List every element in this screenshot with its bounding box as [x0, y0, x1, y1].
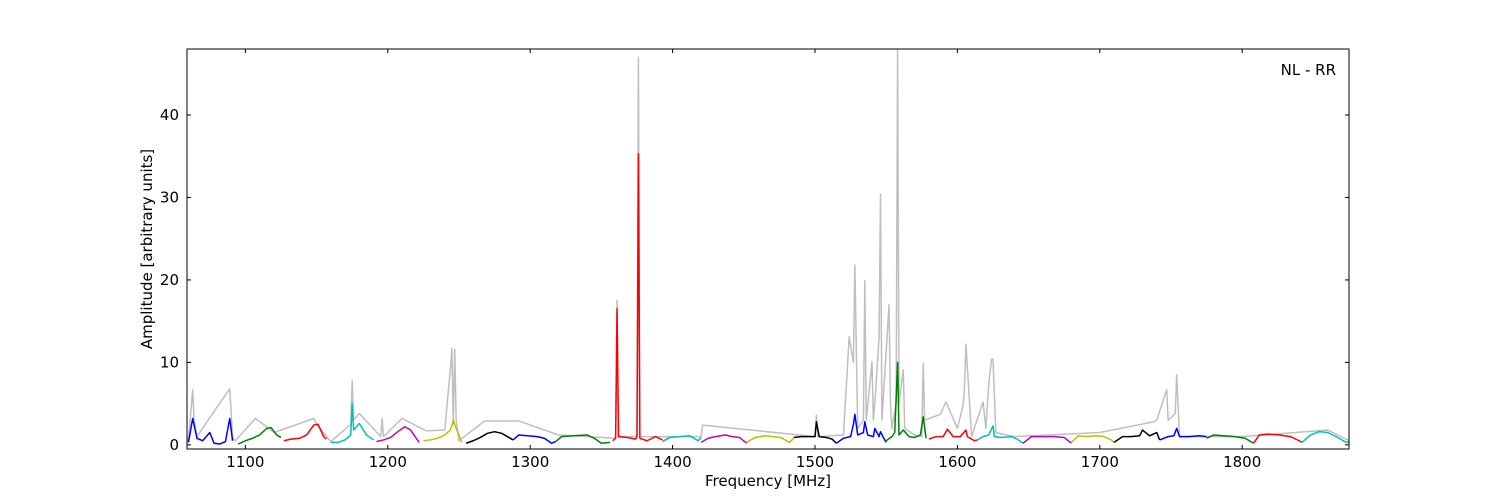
- plot-frame: [186, 48, 1350, 450]
- plot-area: [187, 49, 1349, 445]
- spectrum-line: [283, 423, 328, 442]
- spectrum-line: [1159, 427, 1207, 441]
- y-tick-label: 0: [169, 436, 179, 454]
- spectrum-line: [187, 49, 1349, 443]
- spectrum-line: [465, 430, 514, 444]
- x-tick-label: 1600: [938, 453, 976, 471]
- y-tick-label: 10: [160, 353, 179, 371]
- x-tick-label: 1800: [1223, 453, 1261, 471]
- spectrum-line: [700, 434, 748, 444]
- spectrum-line: [1022, 435, 1072, 444]
- spectrum-line: [423, 419, 463, 443]
- x-tick-label: 1500: [796, 453, 834, 471]
- x-tick-label: 1300: [511, 453, 549, 471]
- spectrum-line: [512, 434, 557, 444]
- spectrum-line: [928, 428, 978, 442]
- spectrum-line: [1206, 434, 1254, 444]
- spectrum-line: [187, 417, 234, 445]
- y-tick-label: 20: [160, 271, 179, 289]
- spectrum-line: [1070, 435, 1115, 443]
- spectrum-line: [835, 413, 887, 444]
- spectrum-line: [612, 152, 663, 442]
- y-tick-label: 40: [160, 106, 179, 124]
- x-tick-label: 1200: [369, 453, 407, 471]
- spectrum-line: [885, 361, 927, 442]
- x-tick-label: 1400: [653, 453, 691, 471]
- spectrum-line: [1301, 430, 1349, 444]
- spectrum-line: [555, 434, 611, 444]
- spectrum-line: [237, 426, 282, 445]
- x-tick-label: 1100: [226, 453, 264, 471]
- x-axis-label: Frequency [MHz]: [705, 472, 831, 490]
- y-tick-label: 30: [160, 188, 179, 206]
- spectrum-line: [746, 435, 795, 444]
- spectrum-line: [793, 421, 837, 444]
- spectrum-line: [1252, 433, 1303, 444]
- spectrum-line: [376, 425, 420, 443]
- x-tick-label: 1700: [1081, 453, 1119, 471]
- spectrum-line: [330, 402, 374, 444]
- spectrum-line: [1113, 429, 1161, 444]
- spectrum-line: [976, 425, 1024, 444]
- annotation: NL - RR: [1281, 61, 1336, 79]
- spectrum-line: [662, 435, 702, 443]
- y-axis-label: Amplitude [arbitrary units]: [138, 149, 156, 349]
